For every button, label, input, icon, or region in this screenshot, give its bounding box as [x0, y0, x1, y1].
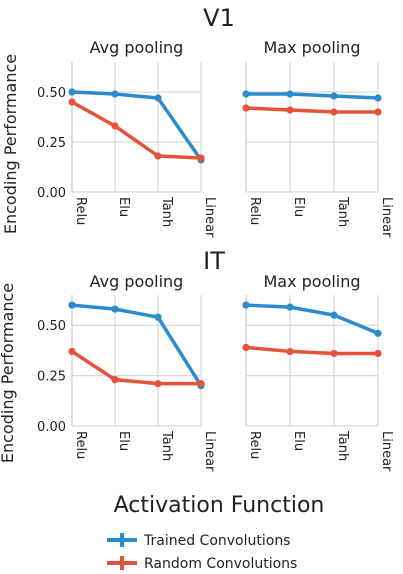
- data-point: [68, 301, 76, 309]
- panel-title: Avg pooling: [90, 272, 184, 291]
- figure-xlabel: Activation Function: [114, 493, 325, 518]
- x-tick-label: Elu: [116, 431, 131, 451]
- data-point: [154, 380, 162, 388]
- data-point: [111, 122, 119, 130]
- panel-3: Max pooling Relu Elu Tanh Linear: [242, 272, 394, 472]
- panels: Avg pooling 0.00 0.25 0.50 Relu Elu Tanh Linear…: [37, 38, 394, 472]
- data-point: [197, 154, 205, 162]
- data-point: [68, 98, 76, 106]
- y-tick-label: 0.25: [37, 370, 66, 385]
- x-tick-label: Elu: [116, 197, 131, 217]
- y-tick-label: 0.50: [37, 86, 66, 101]
- x-tick-label: Relu: [247, 197, 262, 225]
- x-tick-label: Tanh: [335, 430, 350, 461]
- x-tick-label: Elu: [291, 431, 306, 451]
- figure-ylabel-bottom: Encoding Performance: [0, 283, 17, 463]
- data-point: [330, 92, 338, 100]
- data-point: [286, 303, 294, 311]
- data-point: [111, 376, 119, 384]
- x-tick-label: Linear: [202, 431, 217, 472]
- data-point: [330, 311, 338, 319]
- x-tick-label: Elu: [291, 197, 306, 217]
- panel-title: Avg pooling: [90, 38, 184, 57]
- data-point: [374, 94, 382, 102]
- y-tick-label: 0.25: [37, 136, 66, 151]
- row-title-it: IT: [203, 247, 225, 275]
- data-point: [154, 152, 162, 160]
- row-title-v1: V1: [203, 4, 235, 32]
- series-line-1: [244, 106, 380, 114]
- data-point: [154, 313, 162, 321]
- data-point: [286, 90, 294, 98]
- y-tick-label: 0.00: [37, 186, 66, 201]
- series-line-1: [244, 345, 380, 356]
- data-point: [242, 343, 250, 351]
- data-point: [154, 94, 162, 102]
- data-point: [374, 108, 382, 116]
- data-point: [242, 301, 250, 309]
- data-point: [330, 349, 338, 358]
- figure-ylabel-top: Encoding Performance: [1, 54, 20, 234]
- data-point: [68, 88, 76, 96]
- data-point: [374, 349, 382, 358]
- x-tick-label: Tanh: [335, 196, 350, 227]
- data-point: [242, 104, 250, 112]
- legend: Trained Convolutions Random Convolutions: [107, 533, 297, 572]
- data-point: [111, 305, 119, 313]
- legend-label-random: Random Convolutions: [144, 556, 297, 572]
- data-point: [197, 380, 205, 388]
- data-point: [242, 90, 250, 98]
- series-line-1: [70, 100, 203, 160]
- legend-item-random: Random Convolutions: [107, 556, 297, 572]
- x-tick-label: Linear: [379, 431, 394, 472]
- y-tick-label: 0.50: [37, 319, 66, 334]
- series-line-0: [244, 92, 380, 100]
- legend-label-trained: Trained Convolutions: [143, 533, 290, 549]
- y-tick-label: 0.00: [37, 420, 66, 435]
- x-tick-label: Relu: [73, 197, 88, 225]
- x-tick-label: Relu: [247, 431, 262, 459]
- series-line-1: [70, 349, 203, 386]
- data-point: [111, 90, 119, 98]
- data-point: [286, 106, 294, 114]
- data-point: [374, 329, 382, 337]
- panel-2: Avg pooling 0.00 0.25 0.50 Relu Elu Tanh Linear: [37, 272, 217, 472]
- series-line-0: [244, 303, 380, 336]
- panel-1: Max pooling Relu Elu Tanh Linear: [242, 38, 394, 238]
- x-tick-label: Tanh: [159, 430, 174, 461]
- x-tick-label: Relu: [73, 431, 88, 459]
- panel-0: Avg pooling 0.00 0.25 0.50 Relu Elu Tanh Linear: [37, 38, 217, 238]
- series-line-0: [70, 303, 203, 388]
- legend-item-trained: Trained Convolutions: [107, 533, 290, 549]
- data-point: [286, 347, 294, 356]
- data-point: [68, 347, 76, 356]
- panel-title: Max pooling: [263, 272, 360, 291]
- x-tick-label: Tanh: [159, 196, 174, 227]
- x-tick-label: Linear: [202, 197, 217, 238]
- panel-title: Max pooling: [263, 38, 360, 57]
- series-line-0: [70, 90, 203, 162]
- data-point: [330, 108, 338, 116]
- x-tick-label: Linear: [379, 197, 394, 238]
